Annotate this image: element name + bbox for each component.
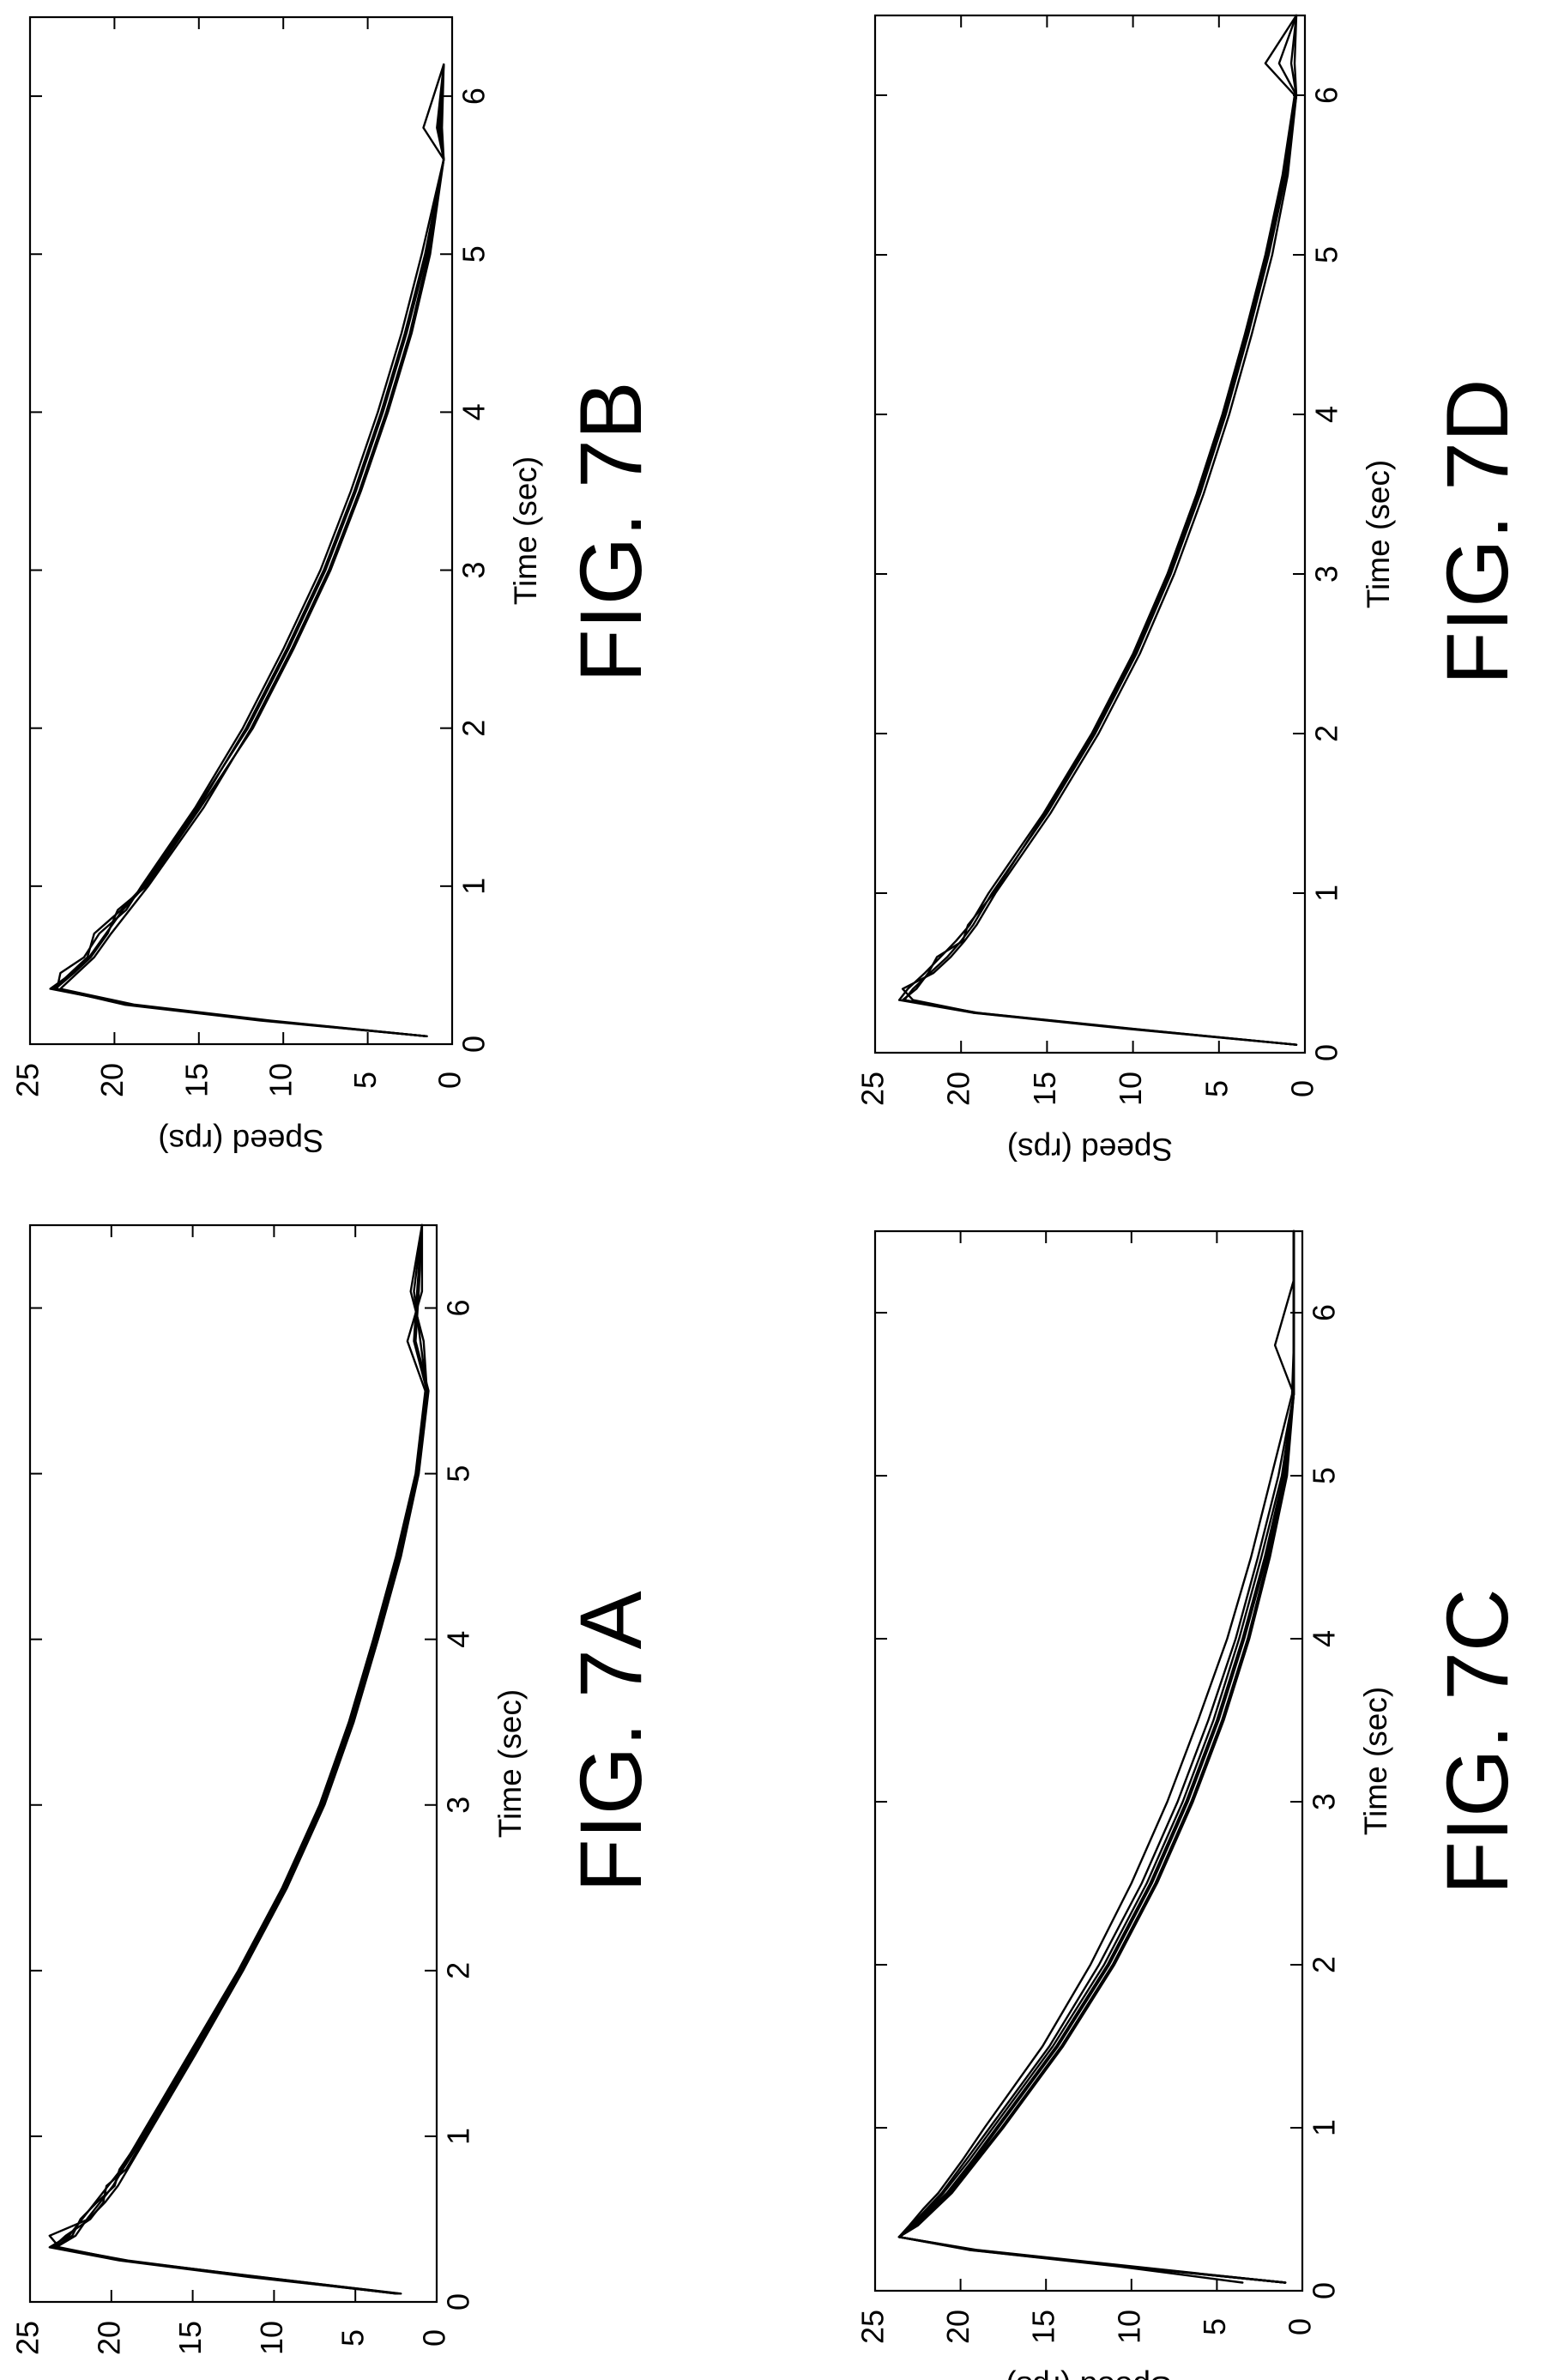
- series-line-1: [55, 1223, 428, 2295]
- x-tick-label: 6: [1307, 1304, 1342, 1321]
- y-axis-title: Speed (rps): [158, 1123, 323, 1158]
- series-line-4: [897, 1229, 1295, 2284]
- series-line-7: [897, 1229, 1295, 2284]
- series-line-1: [49, 63, 445, 1038]
- x-tick-label: 1: [456, 878, 492, 895]
- x-tick-label: 3: [456, 562, 492, 579]
- y-tick-label: 15: [178, 1063, 214, 1097]
- y-tick-label: 5: [347, 1072, 383, 1089]
- series-line-5: [51, 1223, 428, 2295]
- series-line-3: [897, 1229, 1295, 2284]
- y-tick-label: 0: [432, 1072, 468, 1089]
- y-tick-label: 15: [1027, 1072, 1062, 1106]
- x-tick-label: 0: [1307, 2282, 1342, 2299]
- series-line-2: [48, 1223, 426, 2295]
- series-line-4: [53, 1223, 428, 2295]
- chart-panel-d: 0 1 2 3 4 5 6 0 5 10 15 20 25 Time (sec) Speed (rps) FI…: [855, 14, 1526, 1167]
- series-line-2: [56, 63, 445, 1038]
- x-tick-label: 6: [1309, 87, 1344, 104]
- y-tick-label: 10: [1111, 2310, 1146, 2344]
- series-line-5: [897, 1229, 1295, 2284]
- plot-frame: [28, 1223, 438, 2304]
- series-line-3: [59, 63, 445, 1038]
- x-tick-label: 3: [1307, 1793, 1342, 1810]
- x-tick-label: 2: [441, 1962, 476, 1979]
- y-tick-label: 10: [254, 2321, 289, 2355]
- chart-panel-b: 0 1 2 3 4 5 6 0 5 10 15 20 25 Time (sec) Speed (rps) FI…: [10, 15, 660, 1158]
- y-tick-label: 20: [940, 2310, 975, 2344]
- y-tick-label: 20: [94, 1063, 130, 1097]
- y-tick-label: 0: [1283, 2318, 1318, 2335]
- figure-caption: FIG. 7D: [1428, 378, 1526, 685]
- y-axis-title: Speed (rps): [1007, 1132, 1173, 1167]
- series-line-3: [901, 14, 1298, 1046]
- y-axis-title: Speed (rps): [1006, 2370, 1171, 2380]
- series-line-1: [897, 1229, 1295, 2284]
- y-tick-label: 25: [10, 1063, 45, 1097]
- y-tick-label: 0: [417, 2329, 452, 2347]
- y-tick-label: 5: [335, 2329, 371, 2347]
- series-line-4: [901, 14, 1298, 1046]
- x-tick-label: 2: [456, 720, 492, 737]
- x-tick-label: 4: [441, 1631, 476, 1648]
- plot-frame: [873, 14, 1307, 1054]
- y-tick-label: 25: [10, 2321, 45, 2355]
- x-axis-title: Time (sec): [492, 1689, 528, 1838]
- x-tick-label: 5: [441, 1465, 476, 1483]
- x-tick-label: 1: [1307, 2119, 1342, 2136]
- x-axis-title: Time (sec): [1358, 1687, 1393, 1835]
- series-line-1: [903, 14, 1298, 1046]
- x-tick-label: 3: [441, 1797, 476, 1814]
- series-line-3: [48, 1223, 430, 2295]
- x-tick-label: 5: [456, 245, 492, 263]
- x-tick-label: 0: [456, 1036, 492, 1053]
- x-tick-label: 0: [1309, 1044, 1344, 1061]
- chart-panel-c: 0 1 2 3 4 5 6 0 5 10 15 20 25 Time (sec) Speed (rps) FI…: [855, 1229, 1526, 2380]
- x-tick-label: 4: [1309, 406, 1344, 423]
- plot-frame: [28, 15, 454, 1046]
- x-tick-label: 0: [441, 2293, 476, 2311]
- x-tick-label: 1: [1309, 885, 1344, 902]
- x-tick-label: 2: [1307, 1956, 1342, 1973]
- x-tick-label: 1: [441, 2128, 476, 2145]
- figure-caption: FIG. 7B: [562, 381, 660, 682]
- y-tick-label: 5: [1197, 2318, 1232, 2335]
- figure-caption: FIG. 7A: [562, 1591, 660, 1892]
- x-tick-label: 3: [1309, 565, 1344, 583]
- series-line-2: [897, 1229, 1295, 2284]
- series-line-6: [897, 1229, 1295, 2284]
- y-tick-label: 5: [1199, 1080, 1234, 1097]
- y-tick-label: 0: [1285, 1080, 1320, 1097]
- x-tick-label: 2: [1309, 725, 1344, 742]
- x-tick-label: 5: [1307, 1467, 1342, 1484]
- y-tick-label: 25: [855, 1072, 891, 1106]
- y-tick-label: 20: [941, 1072, 976, 1106]
- y-tick-label: 15: [172, 2321, 208, 2355]
- x-axis-title: Time (sec): [1361, 460, 1396, 608]
- x-tick-label: 6: [456, 88, 492, 105]
- series-line-5: [54, 63, 445, 1038]
- y-tick-label: 25: [855, 2310, 891, 2344]
- y-tick-label: 10: [1113, 1072, 1148, 1106]
- series-line-2: [897, 14, 1298, 1046]
- x-tick-label: 4: [456, 403, 492, 420]
- plot-frame: [873, 1229, 1304, 2292]
- figure-caption: FIG. 7C: [1428, 1588, 1526, 1894]
- x-tick-label: 6: [441, 1300, 476, 1317]
- x-tick-label: 5: [1309, 246, 1344, 263]
- x-tick-label: 4: [1307, 1630, 1342, 1647]
- y-tick-label: 20: [91, 2321, 126, 2355]
- x-axis-title: Time (sec): [508, 456, 543, 605]
- y-tick-label: 15: [1026, 2310, 1061, 2344]
- y-tick-label: 10: [263, 1063, 299, 1097]
- series-line-4: [52, 63, 445, 1038]
